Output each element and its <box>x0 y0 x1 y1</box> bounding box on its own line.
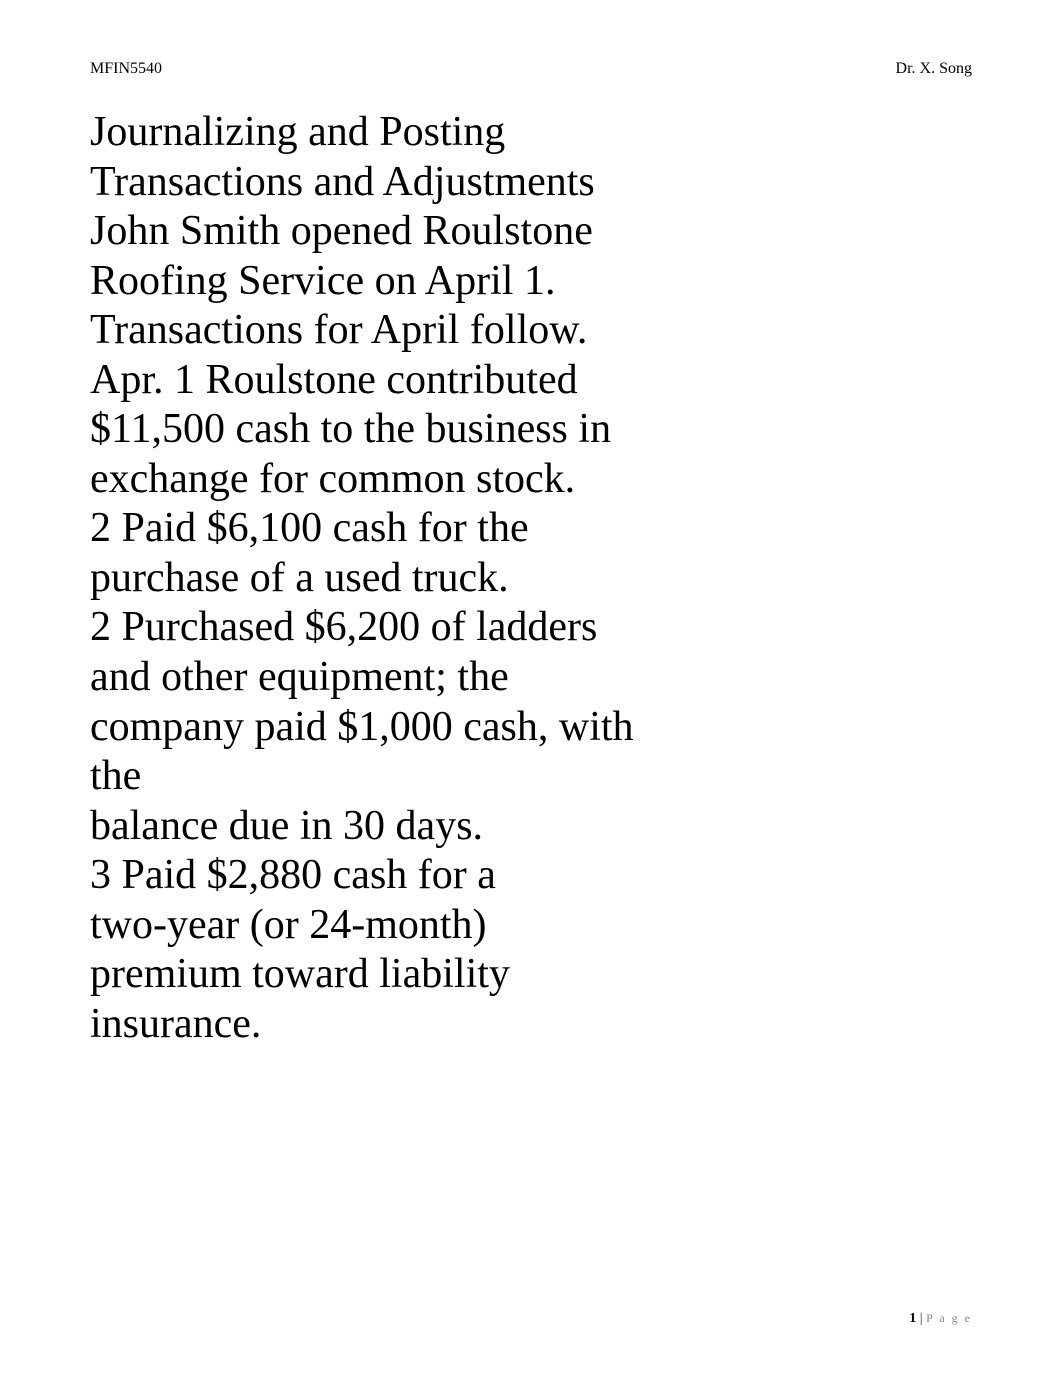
body-line: company paid $1,000 cash, with <box>90 703 972 753</box>
body-line: insurance. <box>90 1000 972 1050</box>
body-line: $11,500 cash to the business in <box>90 405 972 455</box>
page-label: P a g e <box>926 1311 972 1325</box>
body-line: Transactions and Adjustments <box>90 158 972 208</box>
body-line: exchange for common stock. <box>90 455 972 505</box>
body-line: Journalizing and Posting <box>90 108 972 158</box>
body-line: Transactions for April follow. <box>90 306 972 356</box>
body-line: premium toward liability <box>90 950 972 1000</box>
body-line: the <box>90 752 972 802</box>
body-line: Apr. 1 Roulstone contributed <box>90 356 972 406</box>
page-header: MFIN5540 Dr. X. Song <box>90 60 972 78</box>
body-line: 2 Purchased $6,200 of ladders <box>90 603 972 653</box>
page-footer: 1 | P a g e <box>909 1311 972 1327</box>
body-line: John Smith opened Roulstone <box>90 207 972 257</box>
body-line: purchase of a used truck. <box>90 554 972 604</box>
instructor-name: Dr. X. Song <box>896 60 972 78</box>
body-line: 3 Paid $2,880 cash for a <box>90 851 972 901</box>
body-line: two-year (or 24-month) <box>90 901 972 951</box>
course-code: MFIN5540 <box>90 60 162 78</box>
body-line: balance due in 30 days. <box>90 802 972 852</box>
body-line: 2 Paid $6,100 cash for the <box>90 504 972 554</box>
document-body: Journalizing and Posting Transactions an… <box>90 108 972 1049</box>
page-separator: | <box>916 1311 926 1326</box>
body-line: and other equipment; the <box>90 653 972 703</box>
body-line: Roofing Service on April 1. <box>90 257 972 307</box>
